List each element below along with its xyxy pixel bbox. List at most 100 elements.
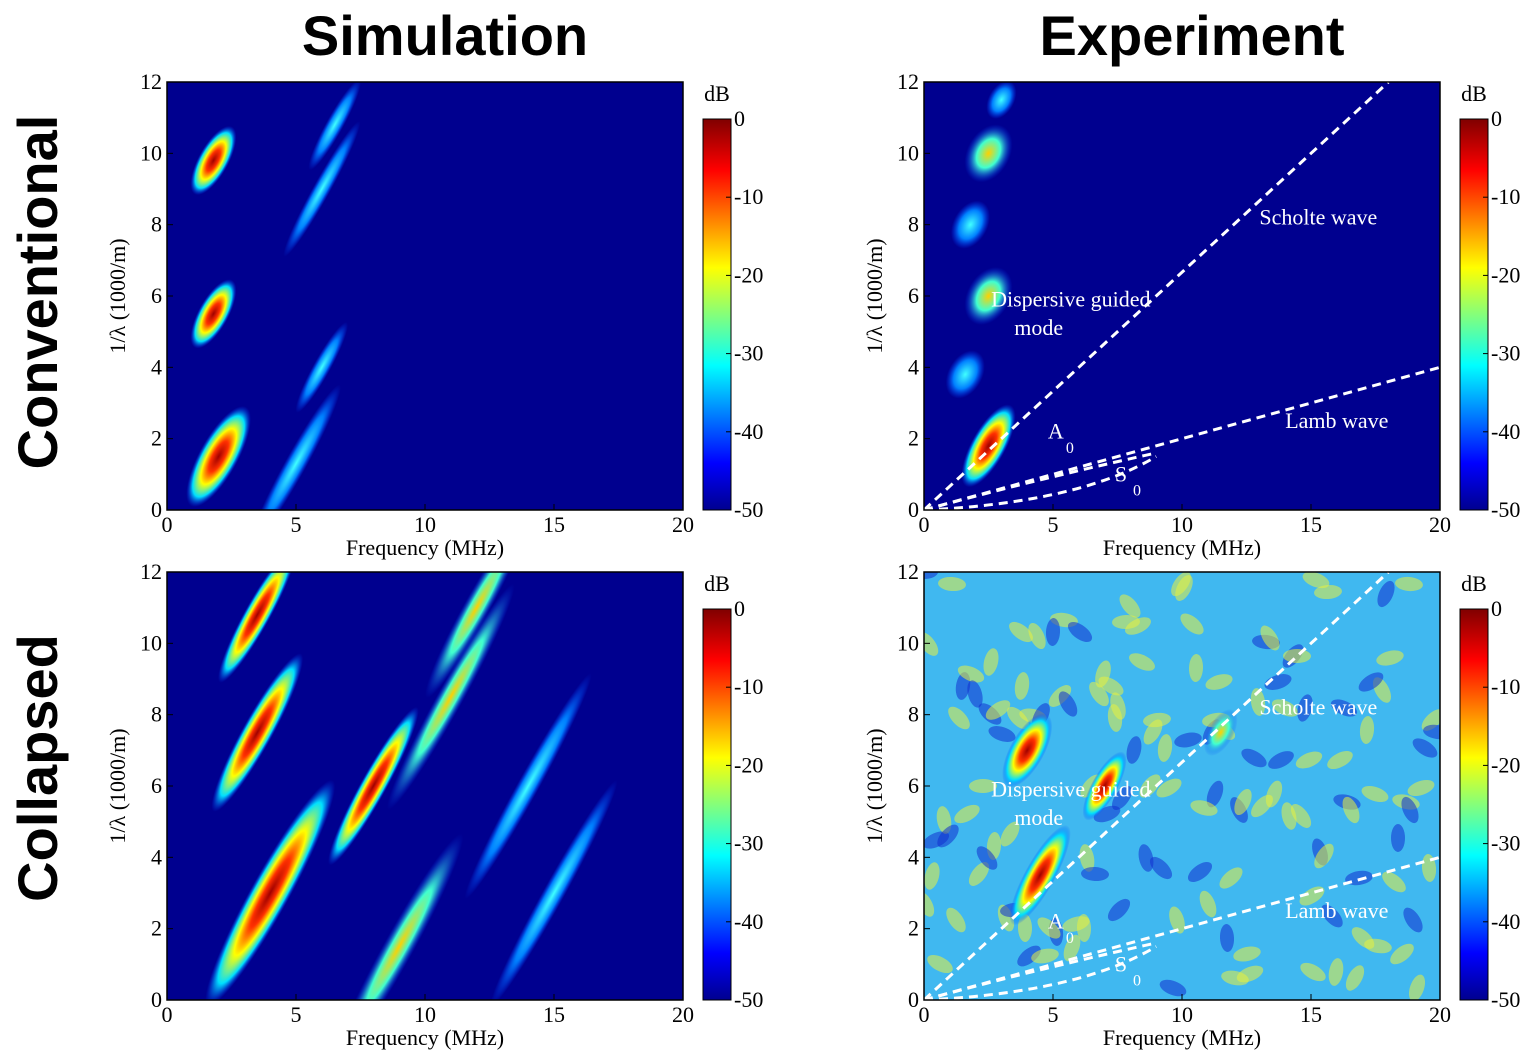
heatmap-feature: [964, 267, 1013, 325]
noise: [1361, 785, 1389, 803]
noise: [1028, 622, 1046, 650]
heatmap-feature: [387, 583, 515, 810]
x-tick-label: 0: [919, 512, 930, 537]
noise: [1205, 674, 1233, 690]
noise: [1241, 748, 1267, 768]
y-tick-label: 2: [908, 916, 919, 941]
a0-line: [924, 451, 1157, 510]
y-tick-label: 10: [140, 630, 162, 655]
noise: [1063, 934, 1081, 962]
noise: [1007, 706, 1029, 730]
heatmap-feature: [328, 706, 419, 866]
noise: [969, 778, 997, 794]
colorbar-tick-label: -20: [1491, 752, 1520, 777]
column-title: Simulation: [302, 4, 588, 67]
noise: [1174, 732, 1202, 748]
x-tick-label: 20: [672, 1002, 694, 1027]
colorbar-label: dB: [704, 81, 730, 106]
noise: [1271, 699, 1299, 717]
x-tick-label: 15: [543, 512, 565, 537]
noise: [1138, 844, 1154, 872]
y-tick-label: 4: [151, 354, 162, 379]
noise: [1408, 974, 1426, 1000]
noise: [1009, 621, 1033, 643]
heatmap-feature: [218, 572, 297, 683]
noise: [924, 862, 940, 890]
colorbar-tick-label: -40: [734, 909, 763, 934]
noise: [1351, 927, 1375, 949]
annotation: Lamb wave: [1285, 408, 1388, 433]
noise: [1297, 694, 1313, 722]
x-tick-label: 15: [1300, 512, 1322, 537]
y-tick-label: 6: [908, 283, 919, 308]
heatmap-feature: [1002, 713, 1053, 788]
y-axis-label: 1/λ (1000/m): [105, 728, 130, 843]
scholte-line: [924, 572, 1390, 1000]
annotation: Dispersive guided: [991, 287, 1150, 312]
noise: [1423, 724, 1440, 740]
noise: [1037, 917, 1061, 939]
colorbar-label: dB: [704, 571, 730, 596]
noise: [954, 804, 980, 824]
noise: [985, 700, 1011, 720]
noise: [924, 891, 935, 917]
noise: [1421, 709, 1440, 731]
x-axis-label: Frequency (MHz): [1103, 535, 1261, 560]
noise: [924, 632, 939, 656]
colorbar-tick-label: -30: [1491, 831, 1520, 856]
y-tick-label: 6: [908, 773, 919, 798]
noise: [1377, 580, 1395, 608]
x-axis-label: Frequency (MHz): [1103, 1025, 1261, 1050]
heatmap-feature: [295, 322, 348, 413]
x-tick-label: 15: [543, 1002, 565, 1027]
noise: [1112, 785, 1132, 811]
y-axis-label: 1/λ (1000/m): [862, 728, 887, 843]
heatmap-feature: [283, 121, 361, 257]
y-tick-label: 6: [151, 773, 162, 798]
heatmap-feature: [251, 384, 341, 510]
noise: [1395, 576, 1423, 592]
noise: [1089, 681, 1109, 707]
annotation: 0: [1066, 930, 1074, 947]
noise: [1302, 572, 1330, 589]
colorbar-tick-label: -50: [1491, 987, 1520, 1012]
noise: [1107, 898, 1131, 922]
x-tick-label: 15: [1300, 1002, 1322, 1027]
colorbar-tick-label: 0: [734, 106, 745, 131]
noise: [1188, 654, 1204, 682]
noise: [1180, 613, 1204, 635]
heatmap-feature: [464, 673, 592, 899]
noise: [1169, 906, 1185, 934]
y-tick-label: 12: [897, 69, 919, 94]
noise: [1219, 924, 1235, 952]
y-tick-label: 2: [151, 916, 162, 941]
noise: [1017, 945, 1041, 967]
annotation: Dispersive guided: [991, 777, 1150, 802]
x-tick-label: 0: [919, 1002, 930, 1027]
colorbar-tick-label: -10: [1491, 184, 1520, 209]
noise: [1403, 907, 1423, 933]
noise: [1327, 750, 1353, 770]
noise: [1058, 691, 1078, 717]
heatmap-feature: [961, 404, 1016, 488]
colorbar-tick-label: -20: [1491, 262, 1520, 287]
x-tick-label: 20: [672, 512, 694, 537]
plot-area: [924, 82, 1440, 510]
x-axis-label: Frequency (MHz): [346, 1025, 504, 1050]
noise: [1219, 867, 1243, 889]
colorbar-tick-label: -20: [734, 262, 763, 287]
noise: [1159, 979, 1187, 997]
y-tick-label: 10: [897, 140, 919, 165]
y-tick-label: 0: [908, 987, 919, 1012]
y-tick-label: 4: [908, 844, 919, 869]
colorbar-tick-label: -10: [734, 674, 763, 699]
y-tick-label: 4: [151, 844, 162, 869]
annotation: mode: [1014, 315, 1063, 340]
x-tick-label: 10: [1171, 1002, 1193, 1027]
heatmap-feature: [986, 82, 1017, 119]
x-tick-label: 5: [1048, 512, 1059, 537]
noise: [1045, 618, 1061, 646]
annotation: Lamb wave: [1285, 898, 1388, 923]
plot-area: [167, 572, 683, 1000]
noise: [1234, 788, 1252, 816]
